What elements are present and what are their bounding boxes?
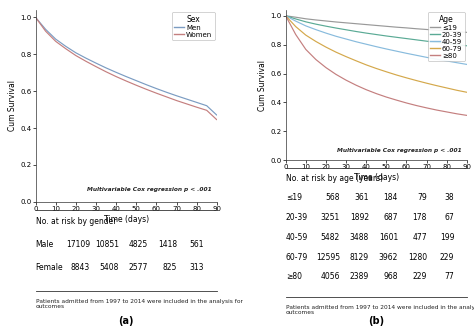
Text: 12595: 12595 [316, 252, 340, 262]
Text: 38: 38 [445, 193, 454, 202]
Text: 178: 178 [413, 213, 427, 222]
Text: No. at risk by gender: No. at risk by gender [36, 217, 116, 226]
Text: Male: Male [36, 240, 54, 249]
Text: No. at risk by age (years): No. at risk by age (years) [286, 173, 383, 182]
Text: Patients admitted from 1997 to 2014 were included in the analysis for
outcomes: Patients admitted from 1997 to 2014 were… [36, 299, 242, 309]
Y-axis label: Cum Survival: Cum Survival [9, 80, 18, 132]
Text: 79: 79 [417, 193, 427, 202]
X-axis label: Time (days): Time (days) [104, 215, 149, 224]
Text: 67: 67 [445, 213, 454, 222]
Y-axis label: Cum Survival: Cum Survival [258, 60, 267, 111]
Text: 361: 361 [355, 193, 369, 202]
Text: 1418: 1418 [158, 240, 177, 249]
Text: 3488: 3488 [350, 233, 369, 242]
Text: Patients admitted from 1997 to 2014 were included in the analysis for
outcomes: Patients admitted from 1997 to 2014 were… [286, 305, 474, 315]
Text: 968: 968 [383, 272, 398, 281]
Text: 10851: 10851 [95, 240, 119, 249]
Text: 77: 77 [445, 272, 454, 281]
Text: 1601: 1601 [379, 233, 398, 242]
Text: 4825: 4825 [128, 240, 148, 249]
Text: 17109: 17109 [66, 240, 90, 249]
Text: 4056: 4056 [320, 272, 340, 281]
Text: 687: 687 [383, 213, 398, 222]
Text: 561: 561 [190, 240, 204, 249]
Text: Multivariable Cox regression p < .001: Multivariable Cox regression p < .001 [87, 187, 211, 192]
Text: 60-79: 60-79 [286, 252, 308, 262]
Text: 229: 229 [413, 272, 427, 281]
Text: (b): (b) [368, 316, 384, 326]
Text: 229: 229 [440, 252, 454, 262]
Text: ≥80: ≥80 [286, 272, 301, 281]
Text: 825: 825 [163, 263, 177, 272]
Text: 1892: 1892 [350, 213, 369, 222]
Text: 477: 477 [412, 233, 427, 242]
Text: 568: 568 [326, 193, 340, 202]
Text: (a): (a) [118, 316, 134, 326]
Text: 8129: 8129 [350, 252, 369, 262]
Text: 2577: 2577 [128, 263, 148, 272]
Text: Multivariable Cox regression p < .001: Multivariable Cox regression p < .001 [337, 148, 462, 153]
Text: 199: 199 [440, 233, 454, 242]
Text: ≤19: ≤19 [286, 193, 301, 202]
Text: 5408: 5408 [100, 263, 119, 272]
Legend: Men, Women: Men, Women [172, 12, 215, 40]
X-axis label: Time (days): Time (days) [354, 173, 399, 182]
Text: 5482: 5482 [321, 233, 340, 242]
Text: 40-59: 40-59 [286, 233, 308, 242]
Text: 2389: 2389 [350, 272, 369, 281]
Text: 313: 313 [190, 263, 204, 272]
Text: 8843: 8843 [71, 263, 90, 272]
Text: 3251: 3251 [321, 213, 340, 222]
Text: 1280: 1280 [408, 252, 427, 262]
Text: 3962: 3962 [379, 252, 398, 262]
Text: Female: Female [36, 263, 63, 272]
Text: 184: 184 [383, 193, 398, 202]
Text: 20-39: 20-39 [286, 213, 308, 222]
Legend: ≤19, 20-39, 40-59, 60-79, ≥80: ≤19, 20-39, 40-59, 60-79, ≥80 [428, 12, 465, 61]
